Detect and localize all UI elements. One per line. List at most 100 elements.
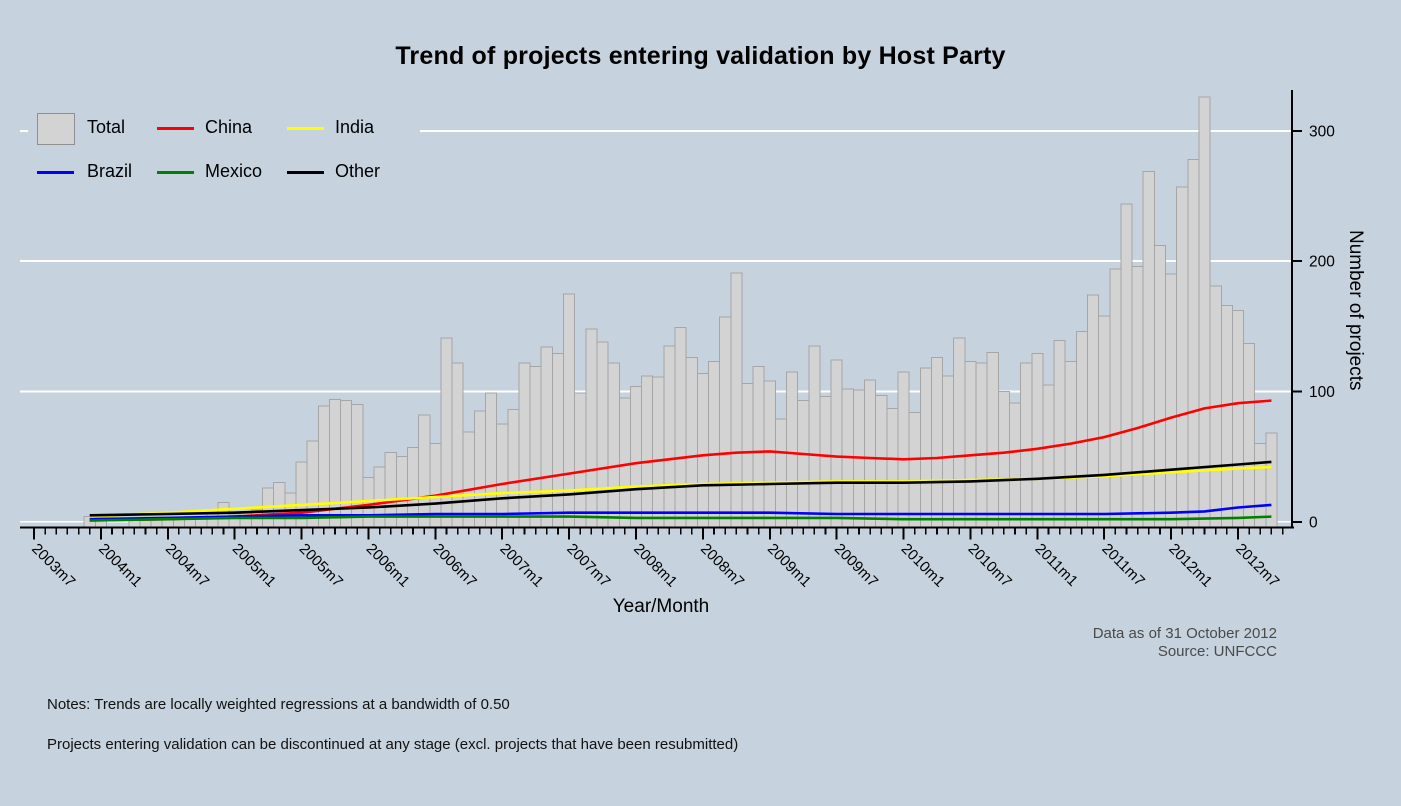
brazil-line-swatch-icon [37,171,74,174]
y-tick-label: 100 [1309,384,1335,401]
total-bar [997,391,1010,528]
data-asof-text: Data as of 31 October 2012 [1092,625,1277,642]
x-tick-label: 2006m7 [429,540,479,590]
total-bar [864,379,877,528]
total-bar [518,362,531,528]
legend-label-total: Total [87,117,126,137]
total-bar [652,376,665,528]
mexico-line-swatch-icon [157,171,194,174]
note-line-1: Notes: Trends are locally weighted regre… [47,696,510,713]
total-bar [1008,402,1022,528]
total-bar [373,466,386,528]
total-bar [1098,315,1111,528]
chart-title: Trend of projects entering validation by… [395,42,1006,70]
legend-label-mexico: Mexico [205,161,263,181]
y-tick-label: 200 [1309,254,1335,271]
total-bar [663,345,676,528]
total-bar [830,359,843,528]
legend-label-brazil: Brazil [87,161,133,181]
x-tick-label: 2010m1 [898,540,948,590]
total-bar [774,418,787,528]
total-bar [641,375,654,528]
y-tick-label: 0 [1309,514,1318,531]
total-bar [1231,310,1245,528]
total-bar [685,357,698,528]
x-tick-label: 2012m7 [1232,540,1282,590]
x-tick-label: 2004m7 [162,540,212,590]
total-bar [752,366,765,528]
total-bar [930,357,944,528]
total-bar [217,501,230,528]
total-bar [1220,305,1233,528]
total-bar [1198,96,1211,528]
total-bar [1120,203,1133,528]
total-bar [741,383,754,528]
x-tick-label: 2006m1 [363,540,413,590]
india-line-swatch-icon [287,127,324,130]
x-tick-label: 2007m1 [496,540,546,590]
total-bar [496,423,509,528]
total-bar [1020,362,1033,528]
trend-line-other [89,460,1272,517]
legend-row-1: Total China India [28,113,420,147]
data-asof-block: Data as of 31 October 2012 Source: UNFCC… [1093,625,1277,661]
total-bar [886,407,899,528]
total-bar [563,293,576,528]
total-bar [763,380,776,528]
x-tick-label: 2004m1 [95,540,145,590]
total-bar [1254,443,1267,528]
total-bar [1153,245,1167,528]
total-bar [942,375,955,528]
total-bar [797,400,810,528]
total-bar [440,337,453,528]
total-bar [574,392,587,528]
x-tick-label: 2012m1 [1165,540,1215,590]
total-bar [964,361,977,528]
total-bar [986,351,999,528]
trend-line-china [89,399,1272,522]
x-axis-title: Year/Month [612,596,710,617]
total-bar [975,362,988,528]
china-line-swatch-icon [157,127,194,130]
y-tick-label: 300 [1309,123,1335,140]
x-tick-label: 2009m7 [831,540,881,590]
total-bar [719,316,732,528]
legend: Total China India Brazil Mexico Other [28,105,420,197]
total-bar [819,396,832,528]
total-bar [785,371,799,528]
x-tick-label: 2007m7 [563,540,613,590]
total-bar [1042,384,1055,528]
trend-line-mexico [89,515,1272,522]
legend-label-china: China [205,117,253,137]
x-tick-label: 2005m1 [229,540,279,590]
legend-row-2: Brazil Mexico Other [28,157,420,191]
note-line-2: Projects entering validation can be disc… [47,736,739,753]
total-bar [730,272,743,528]
total-bar [696,372,709,528]
total-bar [1165,273,1178,528]
total-bar [507,409,520,528]
y-axis-title: Number of projects [1345,229,1366,391]
x-tick-label: 2011m1 [1031,540,1081,590]
total-bar [418,414,431,528]
x-tick-label: 2011m7 [1098,540,1148,590]
total-bar [1243,342,1256,528]
total-bar [596,341,609,528]
total-bar [607,362,620,528]
total-bar [875,394,888,528]
x-tick-label: 2008m1 [630,540,680,590]
total-bar [551,353,565,528]
x-tick-label: 2009m1 [764,540,814,590]
trend-line-brazil [89,503,1272,521]
legend-label-other: Other [335,161,381,181]
total-bar [908,411,921,528]
total-bar [1176,186,1189,528]
total-bar [1053,340,1066,528]
total-bar [540,346,553,528]
total-bar [1031,353,1044,528]
total-bar [529,366,542,528]
total-bar [919,367,932,528]
x-tick-label: 2003m7 [28,540,78,590]
total-bar [473,410,487,528]
